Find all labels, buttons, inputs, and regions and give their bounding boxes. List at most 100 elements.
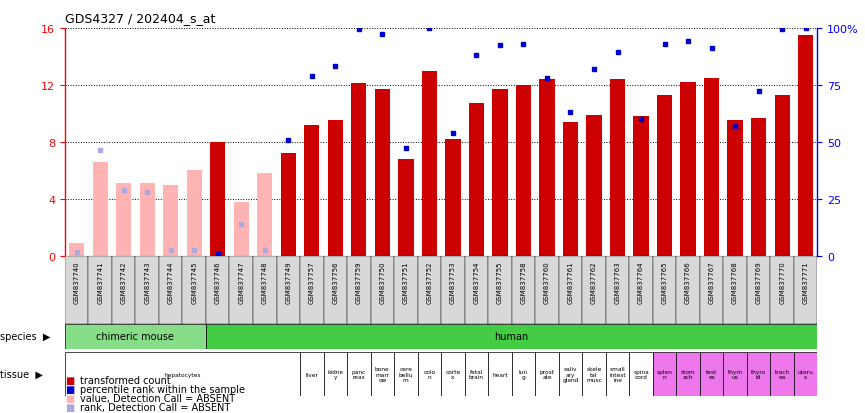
Text: ■: ■ — [65, 402, 74, 412]
Bar — [794, 256, 817, 324]
Text: GSM837762: GSM837762 — [591, 261, 597, 304]
Bar — [210, 142, 226, 256]
Bar — [727, 121, 743, 256]
Text: spina
cord: spina cord — [633, 369, 649, 380]
Bar — [229, 256, 253, 324]
Text: species  ▶: species ▶ — [0, 332, 50, 342]
Bar — [606, 256, 630, 324]
Text: lun
g: lun g — [519, 369, 528, 380]
Text: liver: liver — [305, 372, 318, 377]
Bar — [771, 256, 794, 324]
Text: GSM837770: GSM837770 — [779, 261, 785, 304]
Text: percentile rank within the sample: percentile rank within the sample — [80, 384, 246, 394]
Bar — [418, 352, 441, 396]
Bar — [280, 154, 296, 256]
Text: panc
reas: panc reas — [352, 369, 366, 380]
Text: GSM837746: GSM837746 — [215, 261, 221, 304]
Bar — [630, 352, 653, 396]
Text: tissue  ▶: tissue ▶ — [0, 369, 43, 379]
Text: GSM837753: GSM837753 — [450, 261, 456, 304]
Text: prost
ate: prost ate — [540, 369, 554, 380]
Text: ■: ■ — [65, 393, 74, 403]
Bar — [394, 352, 418, 396]
Bar — [535, 256, 559, 324]
Text: GSM837769: GSM837769 — [756, 261, 761, 304]
Text: small
intest
ine: small intest ine — [609, 366, 626, 382]
Bar — [375, 90, 390, 256]
Text: skele
tal
musc: skele tal musc — [586, 366, 602, 382]
Bar — [582, 352, 605, 396]
Text: ■: ■ — [65, 384, 74, 394]
Bar — [163, 185, 178, 256]
Text: GSM837771: GSM837771 — [803, 261, 809, 304]
Text: kidne
y: kidne y — [327, 369, 343, 380]
Bar — [559, 352, 582, 396]
Bar — [700, 352, 723, 396]
Bar — [65, 324, 206, 349]
Text: hepatocytes: hepatocytes — [164, 372, 201, 377]
Text: GSM837757: GSM837757 — [309, 261, 315, 304]
Bar — [540, 80, 554, 256]
Text: GSM837752: GSM837752 — [426, 261, 432, 303]
Bar — [676, 352, 700, 396]
Bar — [586, 116, 602, 256]
Bar — [139, 184, 155, 256]
Text: fetal
brain: fetal brain — [469, 369, 484, 380]
Text: GSM837764: GSM837764 — [638, 261, 644, 304]
Text: GSM837756: GSM837756 — [332, 261, 338, 304]
Bar — [441, 352, 465, 396]
Bar — [253, 256, 277, 324]
Text: value, Detection Call = ABSENT: value, Detection Call = ABSENT — [80, 393, 235, 403]
Bar — [794, 352, 817, 396]
Bar — [116, 184, 131, 256]
Bar — [183, 256, 206, 324]
Bar — [563, 123, 578, 256]
Bar — [751, 119, 766, 256]
Text: GSM837748: GSM837748 — [262, 261, 268, 304]
Text: ■: ■ — [65, 375, 74, 385]
Text: GSM837763: GSM837763 — [614, 261, 620, 304]
Text: saliv
ary
gland: saliv ary gland — [562, 366, 579, 382]
Bar — [630, 256, 653, 324]
Text: GSM837759: GSM837759 — [356, 261, 362, 304]
Text: GSM837740: GSM837740 — [74, 261, 80, 304]
Bar — [488, 256, 512, 324]
Text: thyro
id: thyro id — [751, 369, 766, 380]
Text: corte
x: corte x — [445, 369, 460, 380]
Bar — [657, 96, 672, 256]
Text: splen
n: splen n — [657, 369, 672, 380]
Bar — [771, 352, 794, 396]
Bar — [606, 352, 630, 396]
Bar — [187, 171, 202, 256]
Bar — [492, 90, 508, 256]
Bar — [746, 352, 771, 396]
Text: test
es: test es — [706, 369, 717, 380]
Text: GSM837760: GSM837760 — [544, 261, 550, 304]
Text: uteru
s: uteru s — [798, 369, 814, 380]
Bar — [516, 85, 531, 256]
Bar — [328, 121, 343, 256]
Text: GSM837768: GSM837768 — [732, 261, 738, 304]
Bar — [394, 256, 418, 324]
Bar — [418, 256, 441, 324]
Bar — [676, 256, 700, 324]
Bar — [559, 256, 582, 324]
Bar — [159, 256, 183, 324]
Bar — [347, 256, 370, 324]
Text: GSM837744: GSM837744 — [168, 261, 174, 303]
Bar — [465, 352, 488, 396]
Text: GSM837766: GSM837766 — [685, 261, 691, 304]
Bar — [582, 256, 605, 324]
Bar — [324, 256, 347, 324]
Bar — [351, 84, 367, 256]
Text: GSM837755: GSM837755 — [497, 261, 503, 303]
Text: GSM837749: GSM837749 — [285, 261, 292, 304]
Bar — [88, 256, 112, 324]
Bar — [93, 162, 108, 256]
Bar — [324, 352, 347, 396]
Bar — [445, 140, 460, 256]
Text: rank, Detection Call = ABSENT: rank, Detection Call = ABSENT — [80, 402, 231, 412]
Bar — [798, 36, 813, 256]
Text: GSM837761: GSM837761 — [567, 261, 573, 304]
Bar — [69, 243, 84, 256]
